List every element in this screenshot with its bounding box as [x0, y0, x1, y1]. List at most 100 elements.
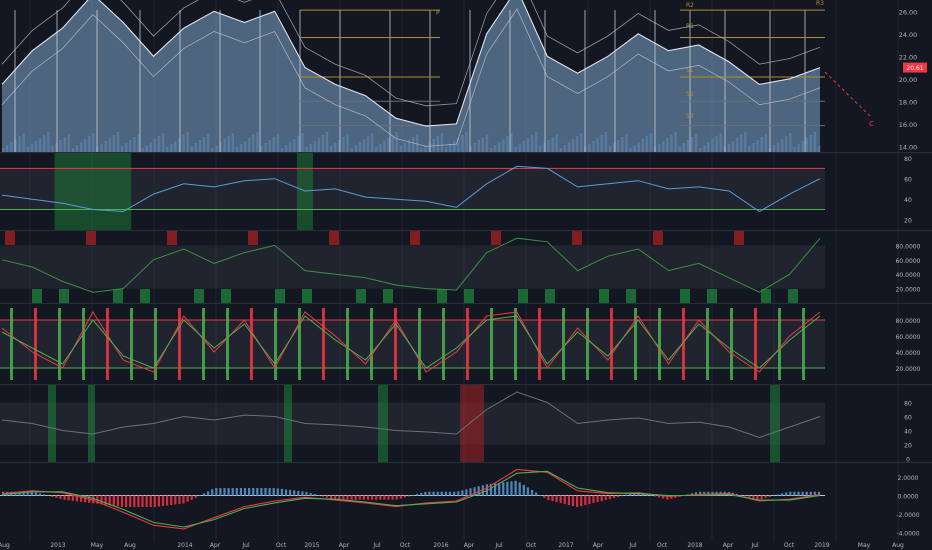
volume-bar: [2, 148, 5, 152]
stoch-signal-bar: [802, 308, 805, 380]
macd-histogram-bar: [293, 490, 296, 496]
macd-histogram-bar: [330, 495, 333, 499]
macd-histogram-bar: [547, 495, 550, 501]
x-tick-label: May: [91, 542, 104, 549]
macd-histogram-bar: [399, 495, 402, 499]
volume-bar: [297, 136, 300, 152]
volume-bar: [350, 148, 353, 152]
macd-histogram-bar: [588, 495, 591, 505]
volume-bar: [231, 133, 234, 152]
macd-histogram-bar: [412, 494, 415, 496]
volume-bar: [658, 144, 661, 152]
volume-bar: [30, 144, 34, 152]
macd-histogram-bar: [276, 488, 279, 496]
macd-histogram-bar: [235, 488, 238, 496]
volume-bar: [309, 144, 312, 152]
volume-bar: [383, 141, 386, 152]
macd-histogram-bar: [576, 495, 579, 508]
pivot-label: S2: [686, 91, 694, 98]
stoch-signal-bar: [82, 308, 85, 380]
macd-histogram-bar: [92, 495, 95, 504]
volume-bar: [563, 145, 567, 152]
volume-bar: [690, 137, 694, 152]
volume-bar: [518, 144, 521, 152]
macd-histogram-bar: [805, 491, 808, 496]
volume-bar: [649, 133, 653, 152]
macd-histogram-bar: [346, 495, 349, 500]
volume-bar: [174, 141, 177, 152]
volume-bar: [34, 141, 38, 152]
osc2-marker: [302, 289, 312, 303]
volume-bar: [670, 135, 673, 152]
macd-histogram-bar: [781, 493, 784, 496]
macd-histogram-bar: [379, 495, 382, 500]
volume-bar: [280, 148, 284, 152]
volume-bar: [342, 137, 345, 152]
macd-histogram-bar: [776, 494, 780, 496]
rsi-tick-label: 80: [904, 156, 912, 163]
volume-bar: [498, 142, 501, 152]
macd-histogram-bar: [170, 495, 173, 506]
volume-bar: [707, 142, 710, 152]
osc2-marker: [383, 289, 393, 303]
macd-histogram-bar: [166, 495, 169, 506]
macd-histogram-bar: [383, 495, 386, 500]
macd-histogram-bar: [514, 480, 517, 496]
volume-bar: [391, 135, 394, 152]
macd-histogram-bar: [567, 495, 570, 506]
volume-bar: [625, 134, 628, 152]
pivot-label: S3: [686, 113, 694, 120]
stoch-signal-bar: [538, 308, 541, 380]
macd-histogram-bar: [239, 488, 242, 496]
macd-histogram-bar: [633, 492, 636, 496]
macd-histogram-bar: [813, 491, 816, 496]
macd-histogram-bar: [313, 494, 316, 496]
macd-tick-label: 2.0000: [898, 475, 919, 482]
macd-histogram-bar: [362, 495, 365, 500]
volume-bar: [629, 148, 632, 152]
osc2-marker: [275, 289, 285, 303]
x-tick-label: Apr: [464, 542, 475, 549]
volume-bar: [207, 134, 210, 152]
volume-bar: [809, 135, 813, 152]
rsi-tick-label: 60: [904, 177, 912, 184]
x-tick-label: Jul: [750, 542, 759, 549]
lower-band: [1, 8, 821, 147]
macd-histogram-bar: [198, 495, 201, 496]
x-tick-label: Oct: [276, 542, 287, 549]
stoch-signal-bar: [226, 308, 229, 380]
band-fill: [0, 168, 825, 210]
macd-histogram-bar: [63, 495, 66, 500]
volume-bar: [473, 143, 476, 152]
osc4-tick-label: 80: [904, 401, 912, 408]
stoch-tick-label: 80.0000: [896, 318, 921, 325]
macd-histogram-bar: [756, 495, 759, 500]
volume-bar: [555, 134, 558, 152]
macd-histogram-bar: [75, 495, 78, 502]
osc4-highlight: [770, 385, 780, 462]
macd-histogram-bar: [317, 495, 320, 496]
x-tick-label: Apr: [723, 542, 734, 549]
volume-bar: [735, 138, 739, 152]
stoch-signal-bar: [610, 308, 613, 380]
volume-bar: [457, 138, 460, 152]
osc2-marker: [518, 289, 528, 303]
stoch-signal-bar: [34, 308, 37, 380]
stoch-signal-bar: [298, 308, 301, 380]
price-tick-label: 24.00: [899, 31, 918, 39]
volume-bar: [744, 132, 747, 152]
volume-bar: [576, 136, 579, 152]
macd-histogram-bar: [47, 495, 50, 496]
stoch-signal-bar: [370, 308, 373, 380]
volume-bar: [354, 145, 357, 152]
volume-bar: [71, 148, 75, 152]
volume-bar: [198, 140, 202, 152]
macd-histogram-bar: [153, 495, 156, 508]
x-tick-label: Jul: [628, 542, 637, 549]
osc2-marker: [707, 289, 717, 303]
volume-bar: [781, 139, 784, 152]
osc2-marker: [761, 289, 771, 303]
macd-histogram-bar: [161, 495, 165, 507]
volume-bar: [211, 148, 214, 152]
macd-histogram-bar: [264, 488, 267, 496]
